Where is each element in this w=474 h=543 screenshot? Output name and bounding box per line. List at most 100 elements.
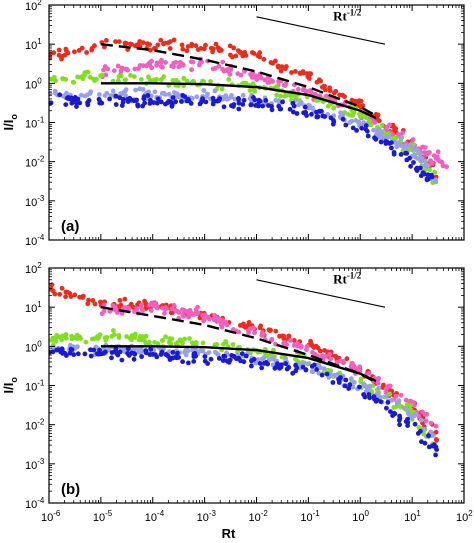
- point-magenta: [118, 68, 124, 74]
- point-magenta: [423, 418, 429, 424]
- point-blue: [384, 405, 389, 411]
- plot-frame: [48, 4, 465, 241]
- point-magenta: [385, 384, 390, 389]
- point-blue: [396, 417, 402, 423]
- point-red: [203, 42, 208, 48]
- point-lightblue: [132, 346, 137, 352]
- point-red: [49, 55, 53, 61]
- point-blue: [266, 103, 271, 108]
- point-green: [230, 342, 236, 347]
- y-tick-label: 10-1: [25, 379, 45, 394]
- point-blue: [97, 100, 103, 106]
- point-green: [147, 77, 153, 83]
- point-blue: [412, 421, 418, 427]
- point-green: [49, 76, 55, 82]
- point-blue: [257, 361, 263, 366]
- point-lightblue: [413, 154, 418, 160]
- point-red: [281, 333, 287, 339]
- point-blue: [154, 100, 160, 106]
- point-blue: [319, 372, 325, 378]
- point-blue: [373, 136, 379, 142]
- point-magenta: [429, 161, 435, 166]
- slope-reference-line: [256, 279, 386, 308]
- slope-annotation: Rt-1/2: [333, 271, 362, 287]
- point-lightblue: [229, 93, 234, 98]
- point-magenta: [428, 420, 434, 426]
- x-tick-label: 10-3: [197, 509, 217, 524]
- point-green: [98, 73, 103, 79]
- point-red: [246, 320, 252, 325]
- point-green: [282, 93, 288, 99]
- point-magenta: [246, 330, 252, 335]
- point-red: [167, 46, 173, 51]
- point-lightblue: [321, 366, 327, 371]
- point-blue: [163, 101, 168, 107]
- point-magenta: [304, 344, 310, 349]
- point-red: [67, 291, 73, 296]
- point-blue: [311, 362, 317, 368]
- point-green: [152, 340, 158, 345]
- point-magenta: [225, 67, 231, 72]
- point-blue: [347, 382, 353, 388]
- point-blue: [336, 377, 342, 382]
- point-lightblue: [417, 151, 423, 157]
- point-red: [261, 56, 267, 62]
- point-magenta: [103, 72, 109, 78]
- point-lightblue: [121, 89, 127, 95]
- point-green: [74, 336, 80, 341]
- point-magenta: [398, 392, 404, 398]
- point-magenta: [408, 398, 413, 404]
- point-magenta: [269, 336, 275, 342]
- point-blue: [283, 361, 289, 367]
- point-magenta: [410, 137, 416, 142]
- point-lightblue: [418, 417, 424, 423]
- point-magenta: [148, 308, 154, 313]
- point-green: [151, 77, 157, 83]
- point-magenta: [422, 412, 428, 417]
- point-blue: [158, 352, 164, 357]
- y-axis-label: I/Io: [1, 114, 19, 131]
- point-green: [146, 339, 152, 345]
- point-blue: [419, 439, 424, 445]
- point-lightblue: [413, 412, 419, 417]
- x-tick-label: 10-1: [300, 509, 320, 524]
- point-red: [89, 46, 95, 52]
- point-magenta: [435, 149, 441, 155]
- point-lightblue: [371, 127, 376, 133]
- point-red: [318, 78, 323, 84]
- point-blue: [364, 128, 370, 134]
- point-lightblue: [253, 360, 259, 366]
- point-magenta: [101, 308, 107, 314]
- point-magenta: [327, 352, 333, 357]
- point-blue: [415, 431, 421, 436]
- point-blue: [77, 100, 83, 106]
- point-blue: [139, 354, 145, 359]
- point-magenta: [261, 332, 266, 337]
- point-blue: [236, 100, 242, 106]
- data-points: [49, 282, 439, 458]
- point-blue: [152, 352, 158, 357]
- point-magenta: [125, 67, 130, 73]
- point-blue: [309, 111, 314, 117]
- point-blue: [290, 370, 296, 376]
- point-red: [238, 323, 243, 328]
- point-blue: [236, 96, 242, 102]
- point-red: [143, 301, 149, 306]
- point-lightblue: [374, 391, 380, 397]
- point-blue: [287, 106, 293, 112]
- point-red: [57, 291, 63, 297]
- point-green: [219, 86, 225, 92]
- point-lightblue: [298, 100, 304, 105]
- point-blue: [363, 123, 369, 128]
- y-tick-label: 10-4: [25, 233, 45, 248]
- point-lightblue: [376, 127, 382, 133]
- point-blue: [248, 102, 254, 108]
- point-green: [94, 76, 99, 82]
- point-green: [361, 113, 367, 119]
- point-green: [191, 342, 197, 347]
- point-red: [113, 39, 118, 44]
- point-magenta: [198, 60, 203, 65]
- point-magenta: [219, 324, 225, 330]
- point-blue: [226, 359, 232, 365]
- point-blue: [343, 122, 349, 128]
